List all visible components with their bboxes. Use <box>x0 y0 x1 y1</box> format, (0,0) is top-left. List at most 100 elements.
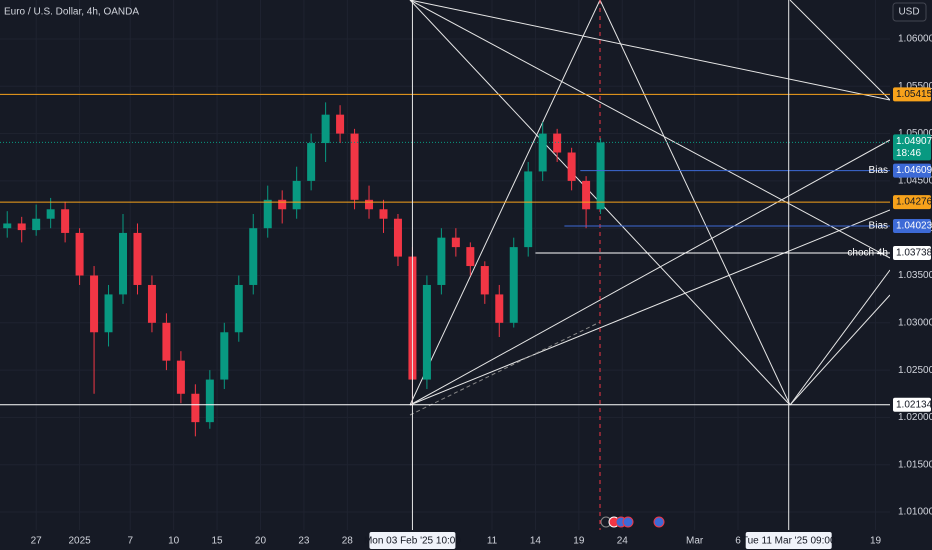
event-icons <box>600 516 665 528</box>
y-tick-label: 1.01000 <box>898 507 932 518</box>
candle-body <box>46 209 55 219</box>
candle-body <box>307 143 316 181</box>
x-tick-label: 24 <box>617 536 629 547</box>
level-name: choch 4h <box>847 248 888 259</box>
y-tick-label: 1.03000 <box>898 317 932 328</box>
candle-body <box>263 199 272 229</box>
gann-line <box>789 269 891 406</box>
candle-body <box>162 322 171 361</box>
price-tag-label: 1.04609 <box>896 165 932 176</box>
countdown: 18:46 <box>896 148 921 159</box>
candle-body <box>451 237 460 248</box>
x-tick-label: Mar <box>686 536 704 547</box>
x-tick-label: 2025 <box>68 536 91 547</box>
candle-body <box>538 133 547 172</box>
x-tick-label: 23 <box>298 536 310 547</box>
y-tick-label: 1.01500 <box>898 459 932 470</box>
y-tick-label: 1.04500 <box>898 176 932 187</box>
x-tick-label: 6 <box>735 536 741 547</box>
y-tick-label: 1.05000 <box>898 128 932 139</box>
candle-body <box>75 232 84 276</box>
candle-body <box>61 209 70 233</box>
chart-title: Euro / U.S. Dollar, 4h, OANDA <box>4 7 139 18</box>
candle-body <box>278 199 287 210</box>
candle-body <box>191 393 200 423</box>
price-tag <box>893 163 931 178</box>
candle-body <box>350 133 359 200</box>
gann-line <box>409 0 891 259</box>
candle-body <box>234 284 243 333</box>
price-tag <box>893 397 931 412</box>
gann-line <box>789 0 891 101</box>
level-name: Bias <box>869 165 888 176</box>
price-tag-label: 1.05415 <box>896 89 932 100</box>
candle-body <box>422 284 431 380</box>
price-tag <box>893 219 931 234</box>
gann-line <box>409 139 891 406</box>
candle-body <box>509 247 518 323</box>
candle-body <box>495 294 504 323</box>
time-axis <box>0 530 932 550</box>
last-price-label: 1.04907 <box>896 136 932 147</box>
x-tick-label: 28 <box>342 536 354 547</box>
candle-body <box>249 228 258 285</box>
price-tag-label: 1.03738 <box>896 248 932 259</box>
candle-body <box>205 379 214 423</box>
gann-line <box>409 0 891 101</box>
candle-body <box>147 284 156 323</box>
x-tick-label: 14 <box>530 536 542 547</box>
candle-body <box>379 209 388 219</box>
x-tick-label: 19 <box>870 536 882 547</box>
dashed-line <box>409 321 601 416</box>
x-tick-label: 11 <box>487 536 498 547</box>
candle-body <box>90 275 99 333</box>
y-tick-label: 1.03500 <box>898 270 932 281</box>
candle-body <box>336 114 345 134</box>
y-tick-label: 1.02000 <box>898 412 932 423</box>
event-icon <box>622 516 634 528</box>
currency[interactable]: USD <box>898 7 919 18</box>
candle-body <box>32 218 41 231</box>
currency-button[interactable] <box>892 2 927 22</box>
event-icon <box>653 516 665 528</box>
time-tag-label: Mon 03 Feb '25 10:00 <box>364 536 461 547</box>
candle-body <box>524 171 533 248</box>
candle-body <box>3 223 12 229</box>
price-tag <box>893 87 931 102</box>
y-tick-label: 1.05500 <box>898 81 932 92</box>
candle-body <box>365 199 374 210</box>
x-tick-label: 10 <box>168 536 180 547</box>
price-tag-label: 1.02134 <box>896 399 932 410</box>
candle-body <box>292 180 301 210</box>
price-tag <box>893 245 931 260</box>
x-tick-label: 15 <box>212 536 224 547</box>
candle-body <box>321 114 330 144</box>
candle-body <box>220 332 229 380</box>
y-tick-label: 1.02500 <box>898 365 932 376</box>
level-name: Bias <box>869 221 888 232</box>
price-tag <box>893 195 931 210</box>
candle-body <box>133 232 142 285</box>
candle-body <box>17 223 26 231</box>
candle-body <box>567 152 576 181</box>
x-tick-label: 20 <box>255 536 267 547</box>
candle-body <box>393 218 402 257</box>
candle-body <box>437 237 446 285</box>
candle-body <box>480 266 489 295</box>
x-tick-label: 27 <box>31 536 43 547</box>
price-tag-label: 1.04023 <box>896 221 932 232</box>
candle-body <box>582 180 591 210</box>
time-tag <box>745 532 832 549</box>
gann-line <box>789 294 891 406</box>
candle-body <box>176 360 185 394</box>
last-price-tag <box>893 134 931 161</box>
candle-body <box>466 247 475 267</box>
gann-line <box>409 209 891 406</box>
candle-body <box>119 232 128 295</box>
price-tag-label: 1.04276 <box>896 197 932 208</box>
y-tick-label: 1.06000 <box>898 34 932 45</box>
time-tag <box>369 532 456 549</box>
candle-body <box>596 142 605 210</box>
